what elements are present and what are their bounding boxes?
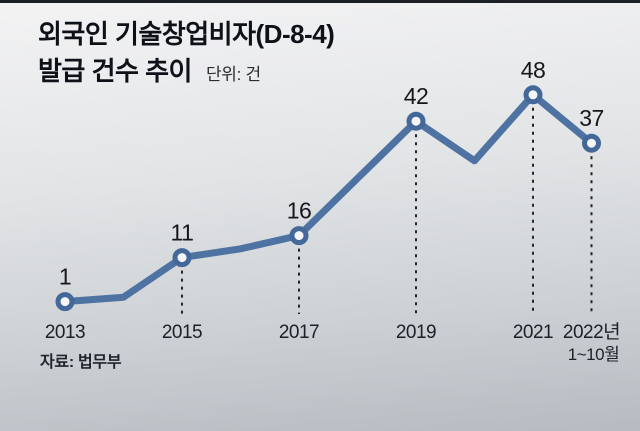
x-axis-label: 2021: [513, 322, 553, 343]
value-label: 11: [171, 220, 194, 246]
x-axis-label: 2022년: [563, 321, 620, 343]
value-label: 42: [404, 83, 429, 109]
x-axis-label: 2019: [396, 322, 436, 343]
value-label: 16: [287, 198, 312, 224]
value-label: 48: [521, 57, 546, 83]
chart-header: 외국인 기술창업비자(D-8-4) 발급 건수 추이 단위: 건: [38, 16, 335, 90]
chart-title-line2: 발급 건수 추이: [38, 56, 192, 86]
trend-line: [61, 91, 595, 306]
x-axis-label: 2015: [162, 322, 202, 343]
data-point-marker: [582, 133, 601, 153]
data-point-marker: [523, 85, 543, 105]
value-label: 37: [579, 105, 604, 131]
data-point-marker: [55, 292, 75, 312]
x-axis-sublabel: 1~10월: [568, 345, 619, 364]
data-point-marker: [406, 111, 426, 131]
top-border-rule: [0, 0, 640, 3]
chart-title-row2: 발급 건수 추이 단위: 건: [38, 53, 334, 90]
data-point-marker: [289, 226, 309, 246]
x-axis-label: 2013: [45, 322, 85, 343]
source-label: 자료: 법무부: [40, 354, 122, 371]
unit-label: 단위: 건: [205, 65, 261, 84]
value-label: 1: [59, 264, 71, 290]
data-point-marker: [172, 248, 192, 268]
chart-title-line1: 외국인 기술창업비자(D-8-4): [38, 19, 335, 49]
x-axis-label: 2017: [279, 322, 319, 343]
